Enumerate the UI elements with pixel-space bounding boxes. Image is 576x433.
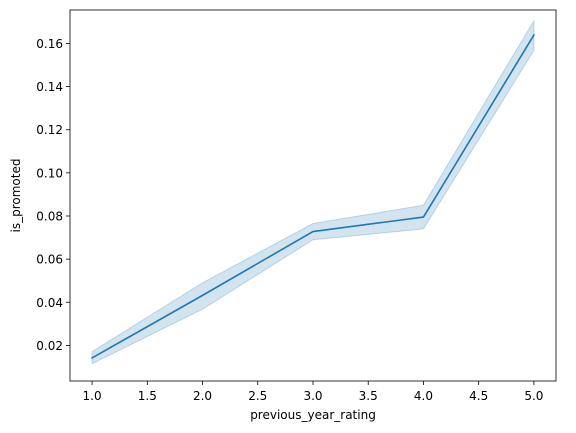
series-line-layer: [90, 33, 536, 360]
y-tick-label: 0.12: [36, 123, 63, 137]
y-tick-label: 0.16: [36, 37, 63, 51]
x-tick-label: 2.0: [193, 389, 212, 403]
x-tick-label: 3.5: [359, 389, 378, 403]
y-tick-label: 0.06: [36, 253, 63, 267]
x-tick-label: 5.0: [524, 389, 543, 403]
y-tick-label: 0.04: [36, 296, 63, 310]
y-axis-ticks: 0.02 0.04 0.06 0.08 0.10 0.12 0.14 0.16: [36, 37, 70, 353]
x-tick-label: 1.5: [138, 389, 157, 403]
y-axis-label: is_promoted: [9, 159, 23, 233]
y-tick-label: 0.02: [36, 339, 63, 353]
x-tick-label: 4.5: [469, 389, 488, 403]
x-axis-ticks: 1.0 1.5 2.0 2.5 3.0 3.5 4.0 4.5 5.0: [83, 381, 543, 403]
x-tick-label: 2.5: [248, 389, 267, 403]
x-tick-label: 4.0: [414, 389, 433, 403]
confidence-band-layer: [91, 18, 535, 365]
y-tick-label: 0.14: [36, 80, 63, 94]
confidence-band-0: [91, 18, 535, 365]
x-tick-label: 1.0: [83, 389, 102, 403]
y-tick-label: 0.10: [36, 166, 63, 180]
y-tick-label: 0.08: [36, 209, 63, 223]
series-line-0: [90, 33, 536, 360]
x-tick-label: 3.0: [303, 389, 322, 403]
plot-area: [69, 9, 557, 382]
x-axis-label: previous_year_rating: [250, 408, 376, 422]
